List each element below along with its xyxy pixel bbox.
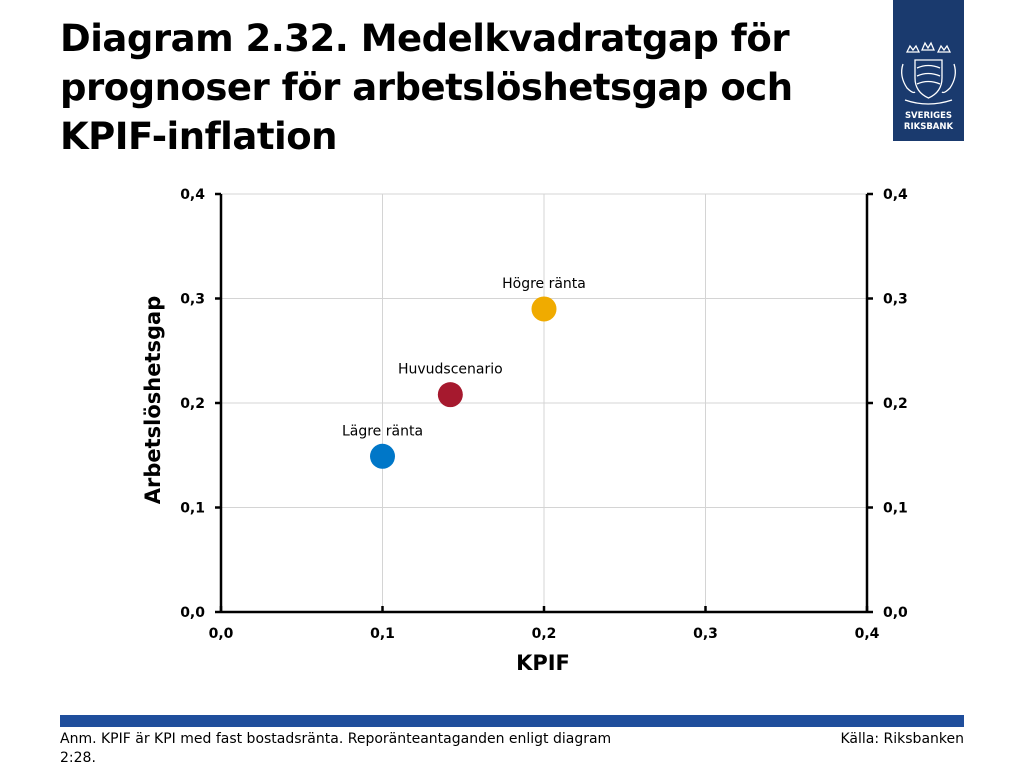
logo-line1: SVERIGES xyxy=(905,111,952,121)
y-tick-label-left: 0,2 xyxy=(180,396,205,412)
y-tick-label-right: 0,3 xyxy=(883,292,908,308)
source-note: Källa: Riksbanken xyxy=(840,731,965,747)
data-point-label: Huvudscenario xyxy=(398,362,503,378)
logo-line2: RIKSBANK xyxy=(904,122,954,132)
y-tick-label-left: 0,4 xyxy=(180,187,205,203)
data-point-label: Högre ränta xyxy=(502,276,586,292)
x-tick-label: 0,2 xyxy=(532,626,557,642)
data-point xyxy=(531,296,557,322)
y-tick-label-right: 0,4 xyxy=(883,187,908,203)
x-tick-label: 0,3 xyxy=(693,626,718,642)
tick-labels: 0,0 0,00,1 0,10,2 0,20,3 0,30,4 0,40,0 0,1 0,2 0… xyxy=(180,187,908,642)
x-tick-label: 0,1 xyxy=(370,626,395,642)
y-axis-label: Arbetslöshetsgap xyxy=(141,296,165,505)
scatter-chart: 0,0 0,0 0,1 0,1 0,2 0,2 0,3 0,3 0,4 0,4 0,0 0,1 0,2 0… xyxy=(0,170,1024,680)
footnote: Anm. KPIF är KPI med fast bostadsränta. … xyxy=(60,731,612,766)
x-tick-label: 0,4 xyxy=(855,626,880,642)
page-title: Diagram 2.32. Medelkvadratgap för progno… xyxy=(60,17,793,158)
y-tick-label-left: 0,0 xyxy=(180,605,205,621)
data-point-label: Lägre ränta xyxy=(342,423,423,439)
riksbank-logo: SVERIGES RIKSBANK xyxy=(893,0,964,141)
footer-bar xyxy=(60,715,964,727)
y-tick-label-left: 0,1 xyxy=(180,501,205,517)
x-axis-label: KPIF xyxy=(516,651,570,675)
data-point xyxy=(370,443,395,469)
y-tick-label-right: 0,0 xyxy=(883,605,908,621)
y-tick-label-right: 0,2 xyxy=(883,396,908,412)
grid-lines xyxy=(221,193,867,612)
x-tick-label: 0,0 xyxy=(209,626,234,642)
chart-svg: 0,0 0,00,1 0,10,2 0,20,3 0,30,4 0,40,0 0,1 0,2 0… xyxy=(141,187,908,675)
y-tick-label-right: 0,1 xyxy=(883,501,908,517)
data-point xyxy=(437,382,463,408)
y-tick-label-left: 0,3 xyxy=(180,292,205,308)
axes xyxy=(215,192,873,614)
data-points: Högre ränta Huvudscenario Lägre ränta xyxy=(342,276,586,469)
